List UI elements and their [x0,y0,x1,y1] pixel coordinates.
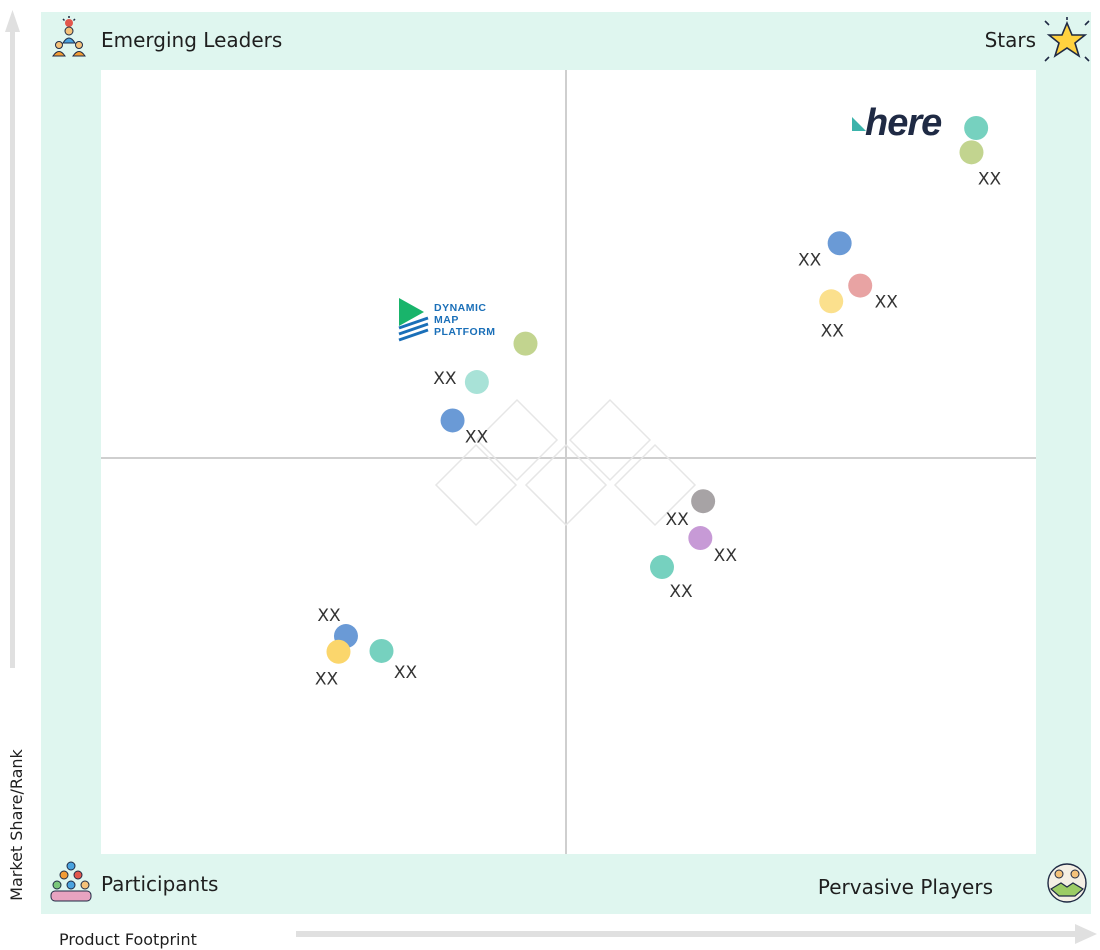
data-point-7 [464,370,489,395]
star-icon [1044,17,1090,62]
data-points: XX XX XX XX XX XX XX XX XX XX XX XX [315,116,1002,690]
data-point-4 [848,273,873,298]
data-point-label-3: XX [798,250,822,270]
data-point-8 [440,408,465,433]
group-icon [50,861,92,902]
data-point-10 [688,526,713,551]
data-point-label-2: XX [978,169,1002,189]
watermark [434,398,697,527]
data-point-11 [650,555,674,580]
data-point-label-4: XX [875,293,899,313]
dmp-logo-line-1: DYNAMIC [434,302,487,314]
x-axis-arrow [296,924,1097,944]
here-logo-text: here [865,102,942,144]
data-point-label-11: XX [669,582,693,602]
data-point-label-8: XX [465,427,489,447]
data-point-label-14: XX [394,663,418,683]
handshake-icon [1047,863,1087,903]
quadrant-stars: Stars [985,28,1036,52]
data-point-6 [513,331,538,356]
data-point-2 [959,140,984,165]
plot-area [101,70,1036,854]
quadrant-emerging-leaders: Emerging Leaders [101,28,282,52]
data-point-13 [326,639,351,664]
team-leader-icon [52,16,86,57]
data-point-5 [819,289,844,314]
data-point-3 [827,231,852,256]
x-axis-title: Product Footprint [59,930,197,949]
data-point-label-7: XX [433,369,457,389]
dmp-logo-line-2: MAP [434,314,459,326]
quadrant-pervasive-players: Pervasive Players [818,875,993,899]
dmp-logo-line-3: PLATFORM [434,326,496,338]
dynamic-map-platform-logo: DYNAMIC MAP PLATFORM [398,298,496,342]
data-point-label-13: XX [315,670,339,690]
data-point-label-5: XX [821,321,845,341]
data-point-label-10: XX [714,546,738,566]
data-point-9 [691,489,716,514]
here-logo: here [852,102,943,144]
data-point-label-9: XX [665,510,689,530]
data-point-label-12: XX [317,606,341,626]
data-point-14 [369,638,394,663]
data-point-1 [964,116,989,141]
y-axis-title: Market Share/Rank [7,748,26,900]
quadrant-participants: Participants [101,872,218,896]
y-axis-arrow [5,10,20,668]
